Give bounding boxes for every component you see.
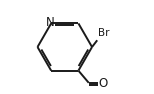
- Text: Br: Br: [98, 28, 109, 38]
- Text: N: N: [46, 16, 55, 29]
- Text: O: O: [99, 77, 108, 90]
